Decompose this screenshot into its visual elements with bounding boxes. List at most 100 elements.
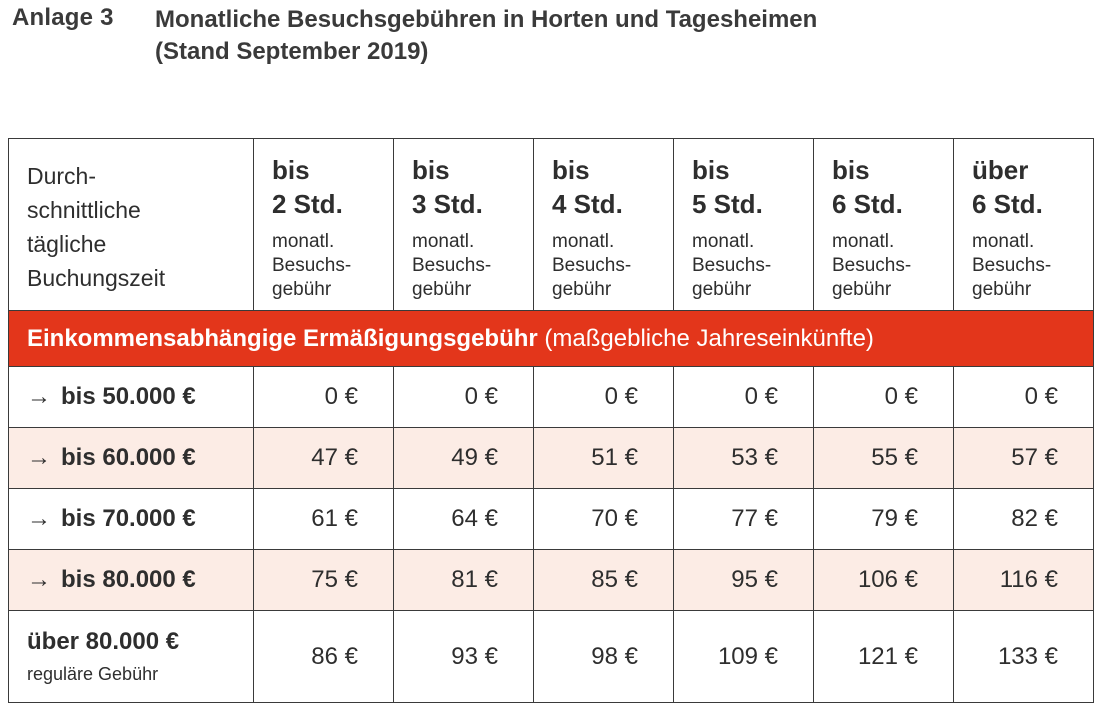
fee-cell: 49 € — [393, 427, 534, 489]
subtitle-line: Besuchs- — [272, 255, 352, 276]
column-hours: 2 Std. — [272, 189, 343, 219]
subtitle-line: Besuchs- — [412, 255, 492, 276]
table-row: → bis 50.000 € 0 € 0 € 0 € 0 € 0 € 0 € — [8, 366, 1094, 428]
fee-cell: 61 € — [253, 488, 394, 550]
fee-cell: 81 € — [393, 549, 534, 611]
income-bracket-label: → bis 50.000 € — [8, 366, 254, 428]
fee-cell: 106 € — [813, 549, 954, 611]
subtitle-line: Besuchs- — [832, 255, 912, 276]
subtitle-line: gebühr — [412, 279, 472, 300]
fee-cell: 98 € — [533, 610, 674, 703]
column-subtitle: monatl. Besuchs- gebühr — [552, 230, 673, 302]
subtitle-line: gebühr — [272, 279, 332, 300]
regular-fee-note: reguläre Gebühr — [27, 664, 159, 684]
subtitle-line: gebühr — [972, 279, 1032, 300]
subtitle-line: Besuchs- — [692, 255, 772, 276]
fee-cell: 0 € — [393, 366, 534, 428]
header-line: schnittliche — [27, 197, 141, 223]
annex-label: Anlage 3 — [12, 4, 114, 31]
income-bracket-label: → bis 80.000 € — [8, 549, 254, 611]
column-subtitle: monatl. Besuchs- gebühr — [412, 230, 533, 302]
booking-time-header: Durch- schnittliche tägliche Buchungszei… — [8, 138, 254, 311]
fee-cell: 77 € — [673, 488, 814, 550]
column-hours: 3 Std. — [412, 189, 483, 219]
column-prefix: bis — [412, 155, 450, 185]
bracket-text: bis 80.000 € — [61, 566, 196, 593]
fee-cell: 82 € — [953, 488, 1094, 550]
fee-cell: 0 € — [533, 366, 674, 428]
income-bracket-label: → bis 70.000 € — [8, 488, 254, 550]
subtitle-line: gebühr — [692, 279, 752, 300]
column-hours: 6 Std. — [972, 189, 1043, 219]
subtitle-line: gebühr — [832, 279, 892, 300]
income-bracket-label: → bis 60.000 € — [8, 427, 254, 489]
subtitle-line: monatl. — [832, 231, 895, 252]
column-prefix: bis — [272, 155, 310, 185]
title-line-1: Monatliche Besuchsgebühren in Horten und… — [155, 6, 818, 33]
fee-cell: 86 € — [253, 610, 394, 703]
fee-cell: 95 € — [673, 549, 814, 611]
document-title: Anlage 3 Monatliche Besuchsgebühren in H… — [12, 4, 1092, 74]
column-hours: 4 Std. — [552, 189, 623, 219]
fee-cell: 121 € — [813, 610, 954, 703]
column-header-over-6h: über 6 Std. monatl. Besuchs- gebühr — [953, 138, 1094, 311]
column-hours: 5 Std. — [692, 189, 763, 219]
fee-cell: 109 € — [673, 610, 814, 703]
header-line: Durch- — [27, 163, 97, 189]
table-row: → bis 60.000 € 47 € 49 € 51 € 53 € 55 € 5… — [8, 427, 1094, 489]
arrow-right-icon: → — [27, 383, 51, 410]
column-hours: 6 Std. — [832, 189, 903, 219]
subtitle-line: monatl. — [272, 231, 335, 252]
fee-cell: 0 € — [673, 366, 814, 428]
section-header: Einkommensabhängige Ermäßigungsgebühr (m… — [8, 310, 1094, 367]
section-header-row: Einkommensabhängige Ermäßigungsgebühr (m… — [8, 310, 1094, 367]
column-subtitle: monatl. Besuchs- gebühr — [692, 230, 813, 302]
fee-cell: 0 € — [953, 366, 1094, 428]
fee-cell: 53 € — [673, 427, 814, 489]
fee-cell: 93 € — [393, 610, 534, 703]
fee-cell: 0 € — [253, 366, 394, 428]
subtitle-line: monatl. — [972, 231, 1035, 252]
column-prefix: bis — [692, 155, 730, 185]
column-header-5h: bis 5 Std. monatl. Besuchs- gebühr — [673, 138, 814, 311]
section-note: (maßgebliche Jahreseinkünfte) — [544, 324, 874, 352]
fee-cell: 116 € — [953, 549, 1094, 611]
column-prefix: bis — [552, 155, 590, 185]
table-row: → bis 80.000 € 75 € 81 € 85 € 95 € 106 € … — [8, 549, 1094, 611]
subtitle-line: Besuchs- — [972, 255, 1052, 276]
column-subtitle: monatl. Besuchs- gebühr — [272, 230, 393, 302]
arrow-right-icon: → — [27, 566, 51, 593]
fee-cell: 133 € — [953, 610, 1094, 703]
fee-cell: 70 € — [533, 488, 674, 550]
column-header-6h: bis 6 Std. monatl. Besuchs- gebühr — [813, 138, 954, 311]
title-line-2: (Stand September 2019) — [155, 38, 429, 65]
header-line: tägliche — [27, 231, 107, 257]
header-line: Buchungszeit — [27, 265, 166, 291]
page-title: Monatliche Besuchsgebühren in Horten und… — [155, 4, 817, 68]
fee-cell: 0 € — [813, 366, 954, 428]
bracket-text: über 80.000 € — [27, 628, 180, 655]
arrow-right-icon: → — [27, 444, 51, 471]
column-subtitle: monatl. Besuchs- gebühr — [972, 230, 1093, 302]
arrow-right-icon: → — [27, 505, 51, 532]
income-bracket-label: über 80.000 € reguläre Gebühr — [8, 610, 254, 703]
column-header-3h: bis 3 Std. monatl. Besuchs- gebühr — [393, 138, 534, 311]
bracket-text: bis 70.000 € — [61, 505, 196, 532]
subtitle-line: Besuchs- — [552, 255, 632, 276]
fee-cell: 57 € — [953, 427, 1094, 489]
table-header-row: Durch- schnittliche tägliche Buchungszei… — [8, 138, 1094, 311]
subtitle-line: monatl. — [692, 231, 755, 252]
column-subtitle: monatl. Besuchs- gebühr — [832, 230, 953, 302]
bracket-text: bis 60.000 € — [61, 444, 196, 471]
fee-cell: 47 € — [253, 427, 394, 489]
fee-cell: 64 € — [393, 488, 534, 550]
table-row: → bis 70.000 € 61 € 64 € 70 € 77 € 79 € 8… — [8, 488, 1094, 550]
fee-cell: 85 € — [533, 549, 674, 611]
section-title: Einkommensabhängige Ermäßigungsgebühr — [27, 324, 538, 352]
subtitle-line: gebühr — [552, 279, 612, 300]
column-prefix: über — [972, 155, 1029, 185]
column-header-2h: bis 2 Std. monatl. Besuchs- gebühr — [253, 138, 394, 311]
subtitle-line: monatl. — [552, 231, 615, 252]
column-header-4h: bis 4 Std. monatl. Besuchs- gebühr — [533, 138, 674, 311]
fee-cell: 79 € — [813, 488, 954, 550]
